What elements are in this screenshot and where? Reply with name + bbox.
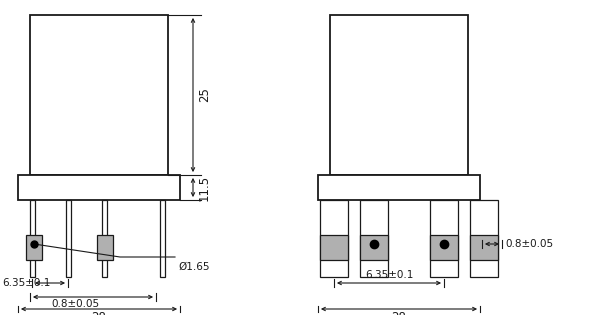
Bar xyxy=(320,200,348,277)
Bar xyxy=(66,200,71,277)
Bar xyxy=(318,175,480,200)
Text: 11.5: 11.5 xyxy=(198,175,211,201)
Bar xyxy=(97,235,113,260)
Bar xyxy=(102,200,107,277)
Bar xyxy=(18,175,180,200)
Bar xyxy=(26,235,42,260)
Bar xyxy=(320,235,348,260)
Bar xyxy=(430,200,458,277)
Text: 6.35±0.1: 6.35±0.1 xyxy=(2,278,50,288)
Text: 25: 25 xyxy=(198,88,211,102)
Bar xyxy=(160,200,165,277)
Bar xyxy=(30,15,168,175)
Bar xyxy=(470,200,498,277)
Text: 28: 28 xyxy=(92,311,106,315)
Bar xyxy=(360,235,388,260)
Bar xyxy=(330,15,468,175)
Text: 0.8±0.05: 0.8±0.05 xyxy=(505,239,553,249)
Bar xyxy=(430,235,458,260)
Text: 28: 28 xyxy=(392,311,406,315)
Bar xyxy=(360,200,388,277)
Bar xyxy=(30,200,35,277)
Text: Ø1.65: Ø1.65 xyxy=(178,262,209,272)
Text: 6.35±0.1: 6.35±0.1 xyxy=(365,270,413,280)
Bar xyxy=(470,235,498,260)
Text: 0.8±0.05: 0.8±0.05 xyxy=(51,299,99,309)
